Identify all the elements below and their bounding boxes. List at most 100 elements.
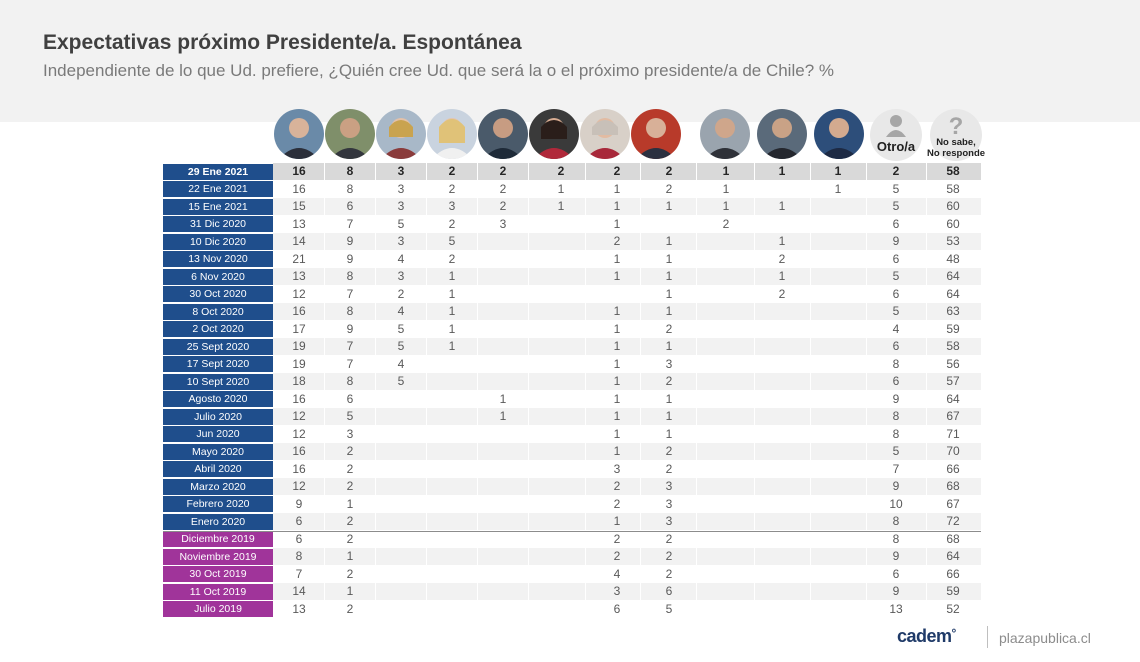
table-cell [758, 461, 806, 478]
table-cell [645, 216, 693, 233]
no-sabe-line-1: No sabe, [936, 137, 976, 148]
table-cell: 2 [665, 549, 673, 563]
table-cell [479, 513, 527, 530]
table-row [273, 425, 981, 443]
table-cell: 1 [613, 444, 621, 458]
table-cell: 5 [892, 181, 900, 196]
table-cell: 1 [613, 374, 621, 388]
table-cell: 56 [946, 356, 960, 371]
table-cell: 60 [946, 199, 960, 213]
table-cell: 5 [397, 216, 405, 231]
column-separator [375, 163, 376, 618]
table-cell: 66 [946, 461, 960, 476]
table-row [273, 495, 981, 513]
row-date: 25 Sept 2020 [163, 338, 273, 355]
table-cell: 17 [292, 321, 306, 336]
table-cell [702, 303, 750, 320]
table-cell: 5 [665, 601, 673, 616]
table-cell: 9 [892, 584, 900, 598]
table-cell: 1 [346, 584, 354, 598]
candidate-photo-icon [274, 109, 324, 159]
table-cell [537, 566, 585, 583]
table-row [273, 478, 981, 495]
cadem-logo: cadem° [897, 626, 956, 646]
table-cell: 2 [665, 181, 673, 196]
candidate-photo-icon [580, 109, 630, 159]
table-cell: 1 [665, 391, 673, 406]
table-cell: 6 [665, 584, 673, 598]
table-cell [814, 233, 862, 250]
table-cell [479, 251, 527, 268]
table-cell: 4 [613, 566, 621, 581]
table-cell: 9 [346, 251, 354, 266]
table-cell [537, 531, 585, 548]
table-cell: 2 [613, 549, 621, 563]
table-cell [702, 443, 750, 460]
candidate-photo-icon [757, 109, 807, 159]
table-cell: 1 [613, 426, 621, 441]
row-date: Jun 2020 [163, 426, 273, 442]
candidate-photo-icon [376, 109, 426, 159]
table-cell: 3 [665, 514, 673, 528]
table-cell [758, 356, 806, 373]
table-cell [814, 321, 862, 338]
table-cell: 2 [346, 479, 354, 493]
row-date: Mayo 2020 [163, 443, 273, 460]
table-cell: 1 [778, 164, 786, 178]
table-cell: 6 [892, 339, 900, 353]
table-cell [479, 426, 527, 443]
table-cell: 12 [292, 409, 306, 423]
table-cell: 1 [499, 409, 507, 423]
table-cell [814, 198, 862, 215]
table-cell [702, 461, 750, 478]
table-row [273, 565, 981, 583]
table-cell [537, 478, 585, 495]
table-cell: 9 [892, 479, 900, 493]
table-cell: 12 [292, 286, 306, 301]
table-row [273, 268, 981, 285]
table-cell: 1 [778, 199, 786, 213]
table-row [273, 513, 981, 530]
table-cell: 6 [892, 374, 900, 388]
table-cell [428, 496, 476, 513]
table-cell [814, 496, 862, 513]
page-subtitle: Independiente de lo que Ud. prefiere, ¿Q… [43, 61, 834, 80]
table-cell: 2 [346, 566, 354, 581]
otro-label: Otro/a [876, 139, 916, 154]
table-cell: 3 [665, 479, 673, 493]
table-cell [377, 601, 425, 618]
table-cell [537, 338, 585, 355]
row-date: 22 Ene 2021 [163, 181, 273, 197]
table-cell [814, 513, 862, 530]
table-cell [814, 251, 862, 268]
table-cell: 1 [448, 339, 456, 353]
table-cell [702, 286, 750, 303]
table-cell: 53 [946, 234, 960, 248]
table-cell: 2 [499, 164, 507, 178]
row-date: Diciembre 2019 [163, 531, 273, 547]
table-cell [537, 443, 585, 460]
table-row [273, 303, 981, 320]
table-cell: 7 [892, 461, 900, 476]
table-cell [702, 426, 750, 443]
table-cell [377, 513, 425, 530]
row-date: Noviembre 2019 [163, 548, 273, 565]
table-cell: 1 [613, 199, 621, 213]
table-cell [479, 566, 527, 583]
table-cell [479, 233, 527, 250]
table-cell [479, 478, 527, 495]
table-cell [537, 303, 585, 320]
table-cell [537, 601, 585, 618]
column-separator [528, 163, 529, 618]
table-cell: 1 [665, 426, 673, 441]
table-cell: 2 [778, 286, 786, 301]
table-cell: 1 [665, 409, 673, 423]
table-cell: 4 [397, 304, 405, 318]
table-cell [479, 548, 527, 565]
table-cell [537, 233, 585, 250]
column-separator [585, 163, 586, 618]
table-cell: 6 [295, 531, 303, 546]
table-cell: 7 [346, 286, 354, 301]
table-cell [428, 443, 476, 460]
table-cell: 9 [892, 391, 900, 406]
